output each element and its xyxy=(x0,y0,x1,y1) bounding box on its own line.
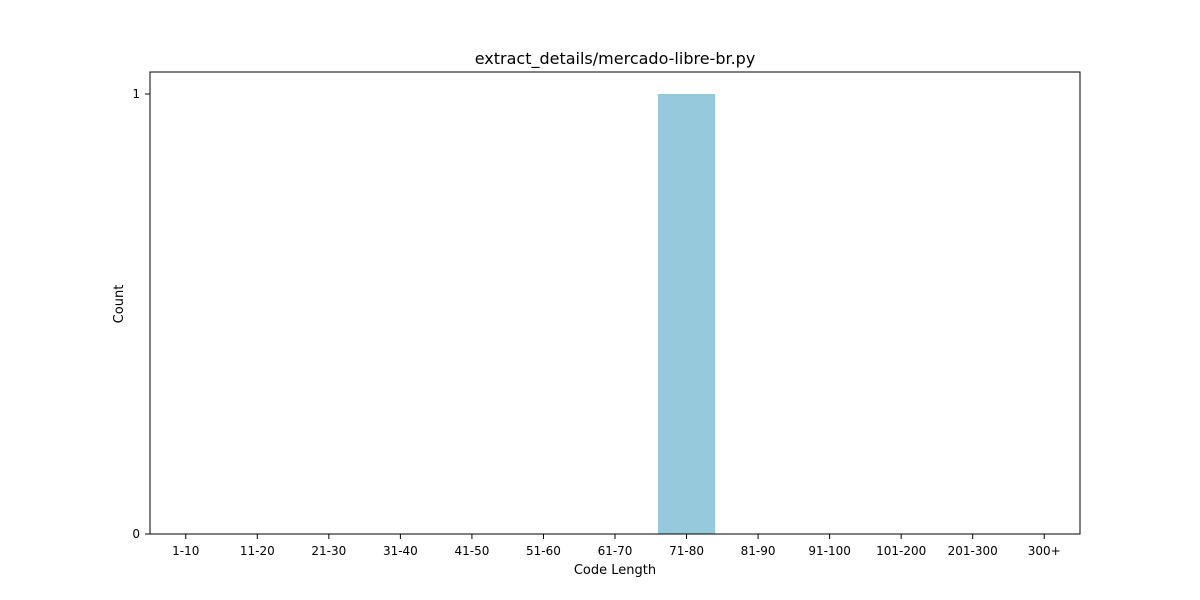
bar-71-80 xyxy=(657,94,716,534)
x-tick-label: 101-200 xyxy=(876,544,926,558)
x-tick-label: 300+ xyxy=(1028,544,1061,558)
x-tick-label: 71-80 xyxy=(669,544,704,558)
x-axis: 1-10 11-20 21-30 31-40 41-50 51-60 61-70 71-80 8… xyxy=(172,534,1061,558)
y-axis: 01 xyxy=(132,87,150,541)
bars-layer xyxy=(657,94,716,534)
y-tick-label: 0 xyxy=(132,527,140,541)
x-tick-label: 11-20 xyxy=(240,544,275,558)
x-tick-label: 51-60 xyxy=(526,544,561,558)
chart-title: extract_details/mercado-libre-br.py xyxy=(475,49,756,69)
y-tick-label: 1 xyxy=(132,87,140,101)
x-tick-label: 1-10 xyxy=(172,544,199,558)
x-axis-label: Code Length xyxy=(574,563,656,578)
x-tick-label: 21-30 xyxy=(311,544,346,558)
x-tick-label: 31-40 xyxy=(383,544,418,558)
x-tick-label: 41-50 xyxy=(454,544,489,558)
x-tick-label: 91-100 xyxy=(808,544,851,558)
x-tick-label: 201-300 xyxy=(948,544,998,558)
x-tick-label: 81-90 xyxy=(741,544,776,558)
y-axis-label: Count xyxy=(112,285,127,324)
plot-area-frame xyxy=(149,71,1081,535)
x-tick-label: 61-70 xyxy=(598,544,633,558)
